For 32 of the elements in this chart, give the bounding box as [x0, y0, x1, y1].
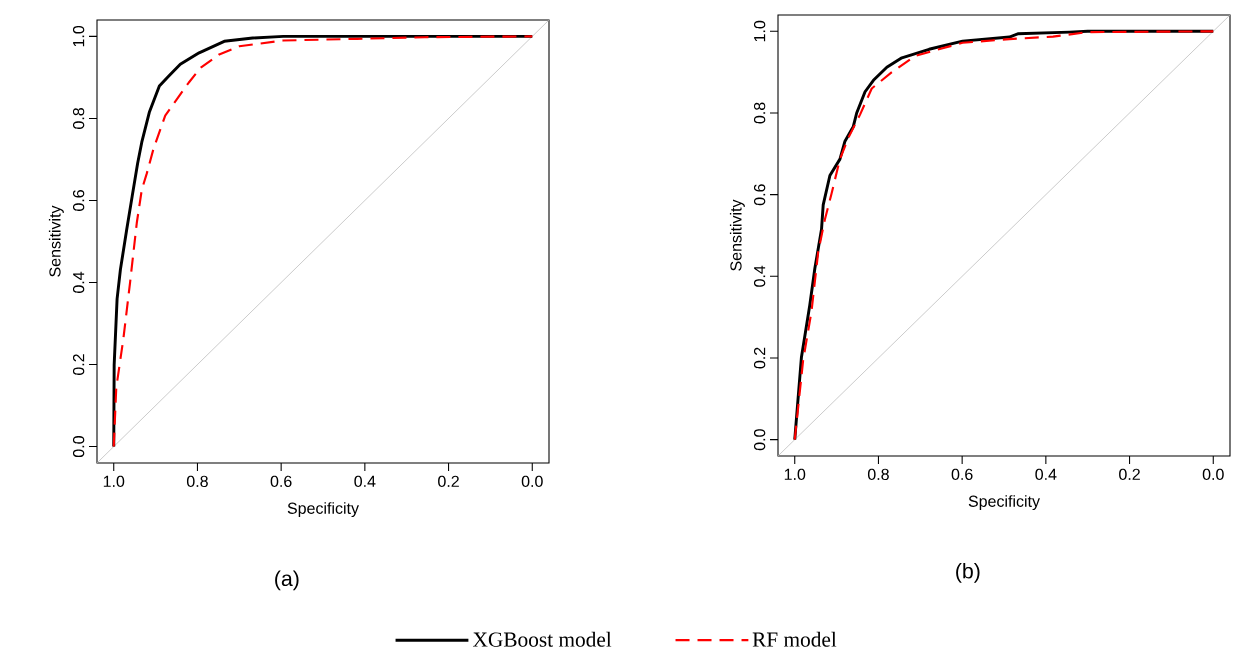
text: (b) [956, 562, 980, 583]
legend-label: RF model [752, 631, 837, 647]
y-tick-label: 1.0 [753, 20, 766, 42]
x-tick-label: 0.4 [1035, 468, 1057, 481]
x-tick-label: 0.6 [951, 468, 973, 481]
x-tick-label: 0.4 [354, 475, 376, 488]
y-tick-label: 0.2 [753, 347, 766, 369]
x-tick-label: 0.2 [438, 475, 459, 488]
x-axis-title: Specificity [968, 495, 1040, 511]
x-tick-label: 0.0 [521, 475, 543, 488]
x-tick-label: 0.2 [1119, 468, 1140, 481]
y-tick-label: 0.8 [753, 102, 766, 124]
y-tick-label: 1.0 [72, 25, 85, 47]
x-tick-label: 0.8 [867, 468, 889, 481]
x-tick-label: 0.6 [270, 475, 292, 488]
y-tick-label: 0.8 [72, 108, 85, 129]
y-tick-label: 0.4 [753, 265, 766, 287]
y-axis-title: Sensitivity [48, 205, 64, 277]
y-tick-label: 0.6 [753, 184, 766, 206]
x-tick-label: 1.0 [784, 468, 806, 481]
y-tick-label: 0.2 [72, 354, 85, 376]
x-axis-title: Specificity [287, 502, 359, 518]
legend-label: XGBoost model [472, 631, 612, 647]
x-tick-label: 1.0 [103, 475, 125, 488]
x-tick-label: 0.8 [186, 475, 208, 488]
y-tick-label: 0.0 [753, 429, 766, 451]
text: (a) [275, 570, 299, 591]
y-tick-label: 0.0 [72, 436, 85, 458]
y-axis-title: Sensitivity [729, 199, 745, 271]
y-tick-label: 0.4 [72, 271, 85, 293]
x-tick-label: 0.0 [1202, 468, 1224, 481]
y-tick-label: 0.6 [72, 190, 85, 211]
